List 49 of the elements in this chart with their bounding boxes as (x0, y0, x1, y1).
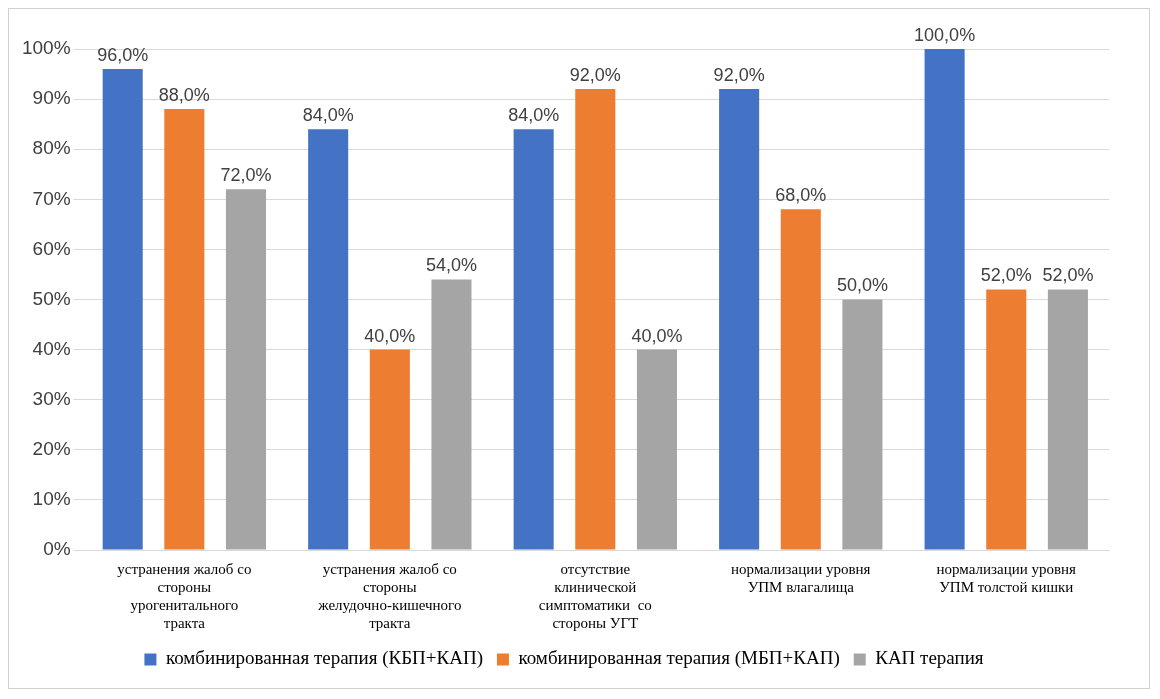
bar (986, 289, 1027, 550)
bar (780, 209, 821, 550)
bar (842, 299, 883, 550)
x-tick-label: отсутствие клинической симптоматики со стороны УГТ (538, 560, 652, 631)
bar (431, 279, 472, 550)
data-label: 92,0% (713, 65, 765, 86)
data-label: 84,0% (302, 105, 354, 126)
data-label: 84,0% (508, 105, 560, 126)
x-tick-label: устранения жалоб со стороны желудочно-кишечного тракта (317, 560, 462, 631)
y-tick-label: 90% (32, 87, 71, 109)
data-label: 50,0% (836, 275, 888, 296)
data-label: 40,0% (364, 325, 416, 346)
y-tick-label: 0% (43, 538, 71, 560)
data-label: 54,0% (425, 255, 477, 276)
y-tick-label: 30% (32, 387, 71, 409)
bar (575, 89, 616, 550)
data-label: 88,0% (158, 85, 210, 106)
x-tick-label: нормализации уровня УПМ толстой кишки (936, 560, 1077, 595)
y-tick-label: 20% (32, 438, 71, 460)
data-label: 52,0% (1042, 265, 1094, 286)
y-tick-label: 100% (21, 37, 71, 59)
data-label: 92,0% (569, 65, 621, 86)
bar (513, 129, 554, 550)
y-tick-label: 50% (32, 287, 71, 309)
bar (102, 69, 143, 550)
y-tick-label: 40% (32, 337, 71, 359)
legend-label: комбинированная терапия (МБП+КАП) (518, 647, 840, 670)
y-tick-label: 70% (32, 187, 71, 209)
bar (308, 129, 349, 550)
y-tick-label: 80% (32, 137, 71, 159)
x-tick-label: нормализации уровня УПМ влагалища (731, 560, 871, 595)
bar (369, 349, 410, 550)
data-label: 72,0% (220, 165, 272, 186)
data-label: 100,0% (914, 24, 976, 45)
y-tick-label: 60% (32, 237, 71, 259)
data-label: 40,0% (631, 325, 683, 346)
y-tick-label: 10% (32, 488, 71, 510)
legend-label: комбинированная терапия (КБП+КАП) (165, 647, 483, 670)
data-label: 68,0% (775, 185, 827, 206)
legend-label: КАП терапия (875, 647, 984, 669)
bar (636, 349, 677, 550)
x-tick-label: устранения жалоб со стороны урогенитального тракта (117, 560, 252, 631)
bar (924, 49, 965, 550)
bar (1047, 289, 1088, 550)
bar (225, 189, 267, 550)
bar (719, 89, 760, 550)
bar (164, 109, 205, 550)
data-label: 96,0% (97, 45, 149, 66)
data-label: 52,0% (980, 265, 1032, 286)
